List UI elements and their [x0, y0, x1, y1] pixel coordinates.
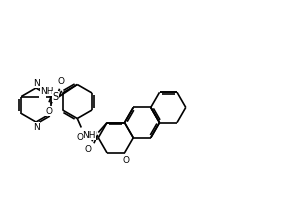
Text: N: N [33, 122, 39, 132]
Text: S: S [52, 92, 58, 102]
Text: O: O [85, 146, 92, 154]
Text: NH: NH [82, 130, 96, 140]
Text: NH: NH [40, 86, 54, 96]
Text: O: O [46, 106, 53, 116]
Text: O: O [76, 133, 83, 142]
Text: O: O [58, 77, 65, 86]
Text: O: O [122, 156, 129, 165]
Text: N: N [33, 78, 39, 88]
